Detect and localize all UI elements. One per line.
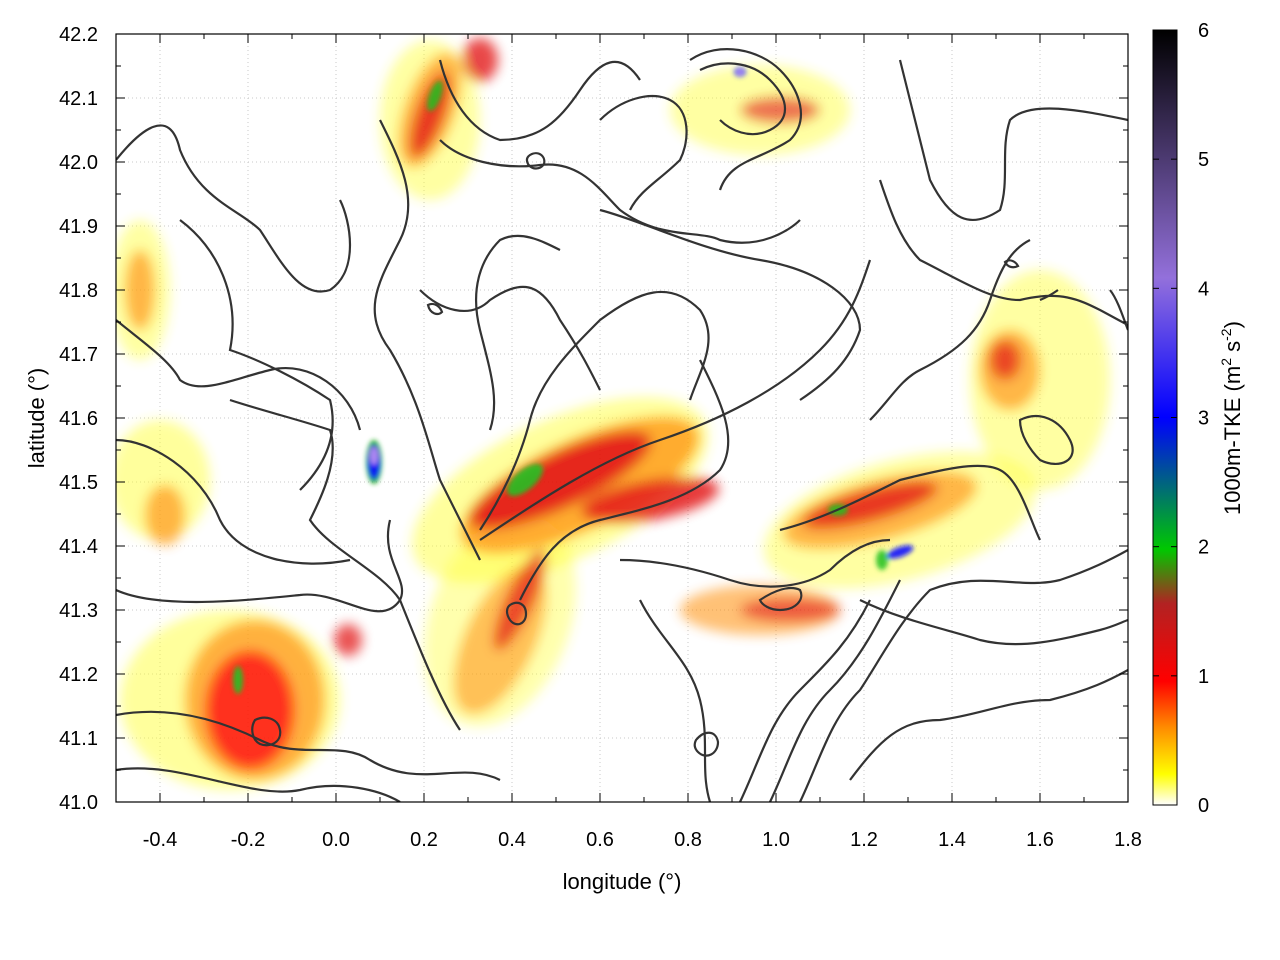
y-tick-label: 41.8 [59, 280, 98, 302]
x-tick-label: 1.0 [762, 829, 790, 851]
x-tick-label: 0.2 [410, 829, 438, 851]
terrain-contours [116, 48, 1128, 802]
y-tick-label: 41.6 [59, 408, 98, 430]
colorbar-tick-label: 5 [1198, 149, 1209, 171]
colorbar-tick-label: 6 [1198, 20, 1209, 42]
colorbar-tick-label: 4 [1198, 278, 1209, 300]
colorbar-label-sup-2: -2 [1218, 328, 1234, 341]
y-tick-label: 42.0 [59, 152, 98, 174]
y-tick-label: 42.2 [59, 24, 98, 46]
x-tick-label: -0.4 [143, 829, 177, 851]
y-tick-label: 41.5 [59, 472, 98, 494]
y-axis-label: latitude (°) [24, 368, 49, 469]
y-tick-label: 41.1 [59, 728, 98, 750]
x-tick-label: 1.4 [938, 829, 966, 851]
x-tick-label: 1.6 [1026, 829, 1054, 851]
x-axis-label: longitude (°) [563, 869, 682, 894]
colorbar-ticks: 0 1 2 3 4 5 6 [1153, 20, 1209, 817]
colorbar-tick-label: 0 [1198, 795, 1209, 817]
colorbar-label: 1000m-TKE (m2 s-2) [1218, 321, 1245, 515]
colorbar-tick-label: 2 [1198, 537, 1209, 559]
y-tick-label: 41.2 [59, 664, 98, 686]
x-axis: -0.4 -0.2 0.0 0.2 0.4 0.6 0.8 1.0 1.2 1.4 1.6 1.8 [115, 34, 1142, 851]
colorbar-tick-label: 3 [1198, 408, 1209, 430]
x-tick-label: 0.6 [586, 829, 614, 851]
y-tick-label: 41.9 [59, 216, 98, 238]
y-tick-label: 41.0 [59, 792, 98, 814]
x-tick-label: 0.0 [322, 829, 350, 851]
y-tick-label: 41.7 [59, 344, 98, 366]
x-tick-label: 1.8 [1114, 829, 1142, 851]
x-tick-label: -0.2 [231, 829, 265, 851]
y-tick-label: 41.3 [59, 600, 98, 622]
x-tick-label: 0.4 [498, 829, 526, 851]
x-tick-label: 0.8 [674, 829, 702, 851]
y-axis: 41.0 41.1 41.2 41.3 41.4 41.5 41.6 41.7 41.8 41.9… [59, 24, 1128, 814]
y-tick-label: 42.1 [59, 88, 98, 110]
colorbar-tick-label: 1 [1198, 666, 1209, 688]
colorbar-label-sup-1: 2 [1218, 358, 1234, 366]
y-tick-label: 41.4 [59, 536, 98, 558]
x-tick-label: 1.2 [850, 829, 878, 851]
colorbar-label-prefix: 1000m-TKE (m [1220, 366, 1245, 515]
